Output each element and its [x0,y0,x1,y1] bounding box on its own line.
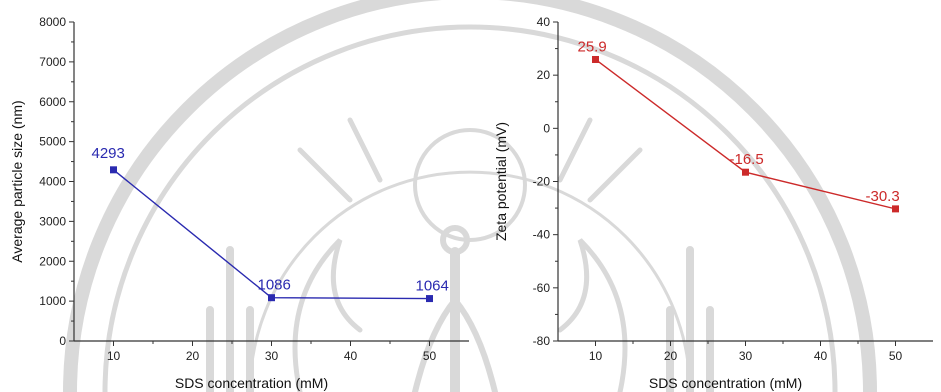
zeta-x-tick-label: 50 [889,349,903,363]
size-y-tick-label: 7000 [39,55,66,69]
size-y-tick-label: 6000 [39,95,66,109]
size-y-tick-label: 8000 [39,15,66,29]
zeta-x-tick-label: 10 [589,349,603,363]
zeta-y-tick-label: -40 [533,228,551,242]
size-y-tick-label: 4000 [39,175,66,189]
zeta-x-axis-title: SDS concentration (mM) [649,375,802,391]
zeta-data-point [592,55,599,63]
zeta-y-tick-label: -20 [533,175,551,189]
size-data-label: 1086 [258,277,291,294]
size-y-tick-label: 5000 [39,135,66,149]
zeta-y-tick-label: -80 [533,334,551,348]
zeta-data-label: 25.9 [578,38,607,55]
size-data-point [110,166,117,174]
zeta-y-tick-label: 0 [543,121,550,135]
size-data-label: 4293 [92,145,125,162]
zeta-y-tick-label: 20 [537,68,551,82]
size-x-tick-label: 20 [186,349,200,363]
size-x-tick-label: 30 [265,349,279,363]
size-data-label: 1064 [416,278,449,295]
zeta-y-tick-label: -60 [533,281,551,295]
zeta-data-label: -16.5 [730,151,764,168]
size-x-tick-label: 40 [344,349,358,363]
particle-size-chart: 0 1000 2000 3000 4000 5000 6000 7000 8000 10 20 30 4… [9,15,469,391]
size-x-axis-title: SDS concentration (mM) [175,375,328,391]
watermark-seal [63,0,877,392]
zeta-x-tick-label: 20 [664,349,678,363]
size-x-tick-label: 50 [423,349,437,363]
zeta-x-tick-label: 40 [814,349,828,363]
size-y-tick-label: 0 [59,334,66,348]
size-x-tick-label: 10 [107,349,121,363]
size-data-point [268,294,275,302]
zeta-y-axis-title: Zeta potential (mV) [493,122,509,241]
size-y-tick-label: 2000 [39,254,66,268]
size-y-axis-title: Average particle size (nm) [9,100,25,262]
zeta-data-point [742,168,749,176]
zeta-data-point [892,205,899,213]
zeta-x-tick-label: 30 [739,349,753,363]
zeta-potential-chart: -80 -60 -40 -20 0 20 40 10 20 30 40 50 SDS concentra… [493,15,933,391]
size-y-tick-label: 3000 [39,214,66,228]
zeta-data-label: -30.3 [866,188,900,205]
size-data-point [426,295,433,303]
size-y-tick-label: 1000 [39,294,66,308]
zeta-series-line [595,58,896,210]
zeta-y-tick-label: 40 [537,15,551,29]
